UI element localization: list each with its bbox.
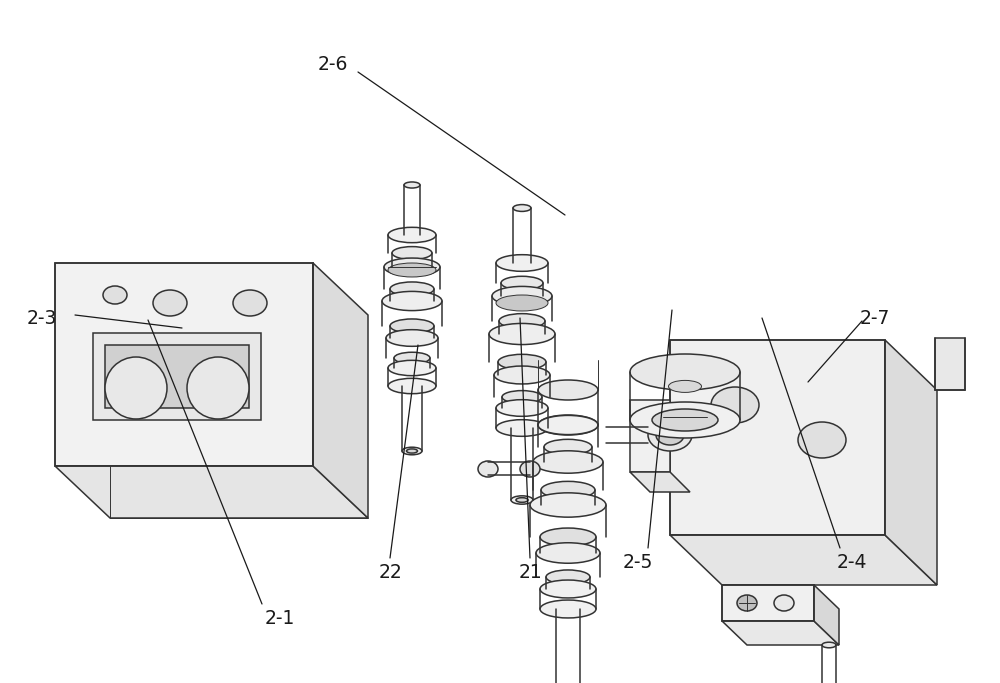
Polygon shape xyxy=(630,400,670,472)
Polygon shape xyxy=(670,535,937,585)
Text: 2-4: 2-4 xyxy=(837,553,867,572)
Text: 2-7: 2-7 xyxy=(860,309,890,328)
Ellipse shape xyxy=(233,290,267,316)
Ellipse shape xyxy=(496,255,548,271)
Ellipse shape xyxy=(737,595,757,611)
Ellipse shape xyxy=(538,380,598,400)
Ellipse shape xyxy=(798,422,846,458)
Ellipse shape xyxy=(513,205,531,212)
Ellipse shape xyxy=(388,263,436,277)
Ellipse shape xyxy=(492,286,552,305)
Ellipse shape xyxy=(390,319,434,333)
Ellipse shape xyxy=(668,380,702,393)
Ellipse shape xyxy=(390,282,434,296)
Ellipse shape xyxy=(536,543,600,563)
Text: 22: 22 xyxy=(378,563,402,581)
Text: 2-6: 2-6 xyxy=(318,55,348,74)
Ellipse shape xyxy=(540,580,596,598)
Ellipse shape xyxy=(498,354,546,370)
Ellipse shape xyxy=(822,642,836,647)
Ellipse shape xyxy=(499,313,545,329)
Ellipse shape xyxy=(404,182,420,188)
Text: 21: 21 xyxy=(518,563,542,581)
Polygon shape xyxy=(313,263,368,518)
Text: 2-3: 2-3 xyxy=(27,309,57,328)
Ellipse shape xyxy=(540,528,596,546)
Polygon shape xyxy=(935,338,965,390)
Ellipse shape xyxy=(386,330,438,346)
Ellipse shape xyxy=(544,439,592,455)
Ellipse shape xyxy=(382,292,442,311)
Ellipse shape xyxy=(478,461,498,477)
Polygon shape xyxy=(722,621,839,645)
Polygon shape xyxy=(885,340,937,585)
Polygon shape xyxy=(93,333,261,420)
Ellipse shape xyxy=(538,415,598,434)
Ellipse shape xyxy=(630,354,740,390)
Ellipse shape xyxy=(187,357,249,419)
Ellipse shape xyxy=(402,447,422,455)
Ellipse shape xyxy=(496,400,548,417)
Ellipse shape xyxy=(711,387,759,423)
Ellipse shape xyxy=(103,286,127,304)
Ellipse shape xyxy=(656,425,684,445)
Ellipse shape xyxy=(388,361,436,376)
Ellipse shape xyxy=(630,402,740,438)
Ellipse shape xyxy=(652,409,718,431)
Ellipse shape xyxy=(502,391,542,404)
Text: 2-5: 2-5 xyxy=(623,553,653,572)
Ellipse shape xyxy=(384,258,440,276)
Ellipse shape xyxy=(489,324,555,344)
Polygon shape xyxy=(722,585,814,621)
Ellipse shape xyxy=(516,498,528,502)
Ellipse shape xyxy=(394,352,430,364)
Polygon shape xyxy=(55,263,313,466)
Polygon shape xyxy=(814,585,839,645)
Ellipse shape xyxy=(105,357,167,419)
Ellipse shape xyxy=(496,295,548,311)
Ellipse shape xyxy=(392,247,432,260)
Ellipse shape xyxy=(406,449,418,453)
Polygon shape xyxy=(670,340,885,535)
Ellipse shape xyxy=(494,366,550,384)
Ellipse shape xyxy=(530,493,606,517)
Ellipse shape xyxy=(648,419,692,451)
Ellipse shape xyxy=(388,227,436,242)
Polygon shape xyxy=(105,345,249,408)
Ellipse shape xyxy=(388,378,436,393)
Text: 2-1: 2-1 xyxy=(265,609,295,628)
Ellipse shape xyxy=(541,482,595,499)
Ellipse shape xyxy=(496,419,548,436)
Ellipse shape xyxy=(501,277,543,290)
Ellipse shape xyxy=(546,570,590,584)
Ellipse shape xyxy=(540,600,596,618)
Ellipse shape xyxy=(774,595,794,611)
Polygon shape xyxy=(55,466,368,518)
Ellipse shape xyxy=(533,451,603,473)
Ellipse shape xyxy=(538,415,598,435)
Ellipse shape xyxy=(511,496,533,504)
Polygon shape xyxy=(630,472,690,492)
Ellipse shape xyxy=(153,290,187,316)
Ellipse shape xyxy=(520,461,540,477)
